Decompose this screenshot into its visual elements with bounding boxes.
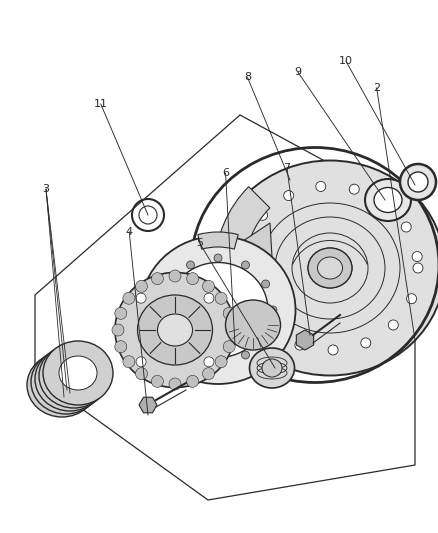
Ellipse shape: [215, 160, 438, 376]
Circle shape: [112, 324, 124, 336]
Text: 11: 11: [94, 99, 108, 109]
Ellipse shape: [27, 353, 97, 417]
Text: 2: 2: [373, 83, 380, 93]
Circle shape: [204, 357, 214, 367]
Polygon shape: [240, 223, 275, 308]
Wedge shape: [215, 187, 270, 349]
Circle shape: [406, 294, 417, 304]
Circle shape: [136, 293, 146, 303]
Circle shape: [214, 358, 222, 366]
Circle shape: [241, 238, 251, 248]
Circle shape: [166, 280, 174, 288]
Circle shape: [284, 191, 294, 200]
Circle shape: [223, 341, 235, 353]
Circle shape: [169, 270, 181, 282]
Circle shape: [152, 375, 163, 387]
Text: 6: 6: [222, 168, 229, 178]
Circle shape: [328, 345, 338, 355]
Circle shape: [204, 293, 214, 303]
Circle shape: [135, 280, 148, 292]
Circle shape: [413, 263, 423, 273]
Ellipse shape: [43, 341, 113, 405]
Ellipse shape: [374, 188, 402, 213]
Circle shape: [115, 341, 127, 353]
Circle shape: [159, 306, 167, 314]
Ellipse shape: [158, 314, 192, 346]
Circle shape: [412, 252, 422, 262]
Circle shape: [316, 181, 326, 191]
Text: 10: 10: [339, 56, 353, 66]
Ellipse shape: [115, 272, 235, 387]
Ellipse shape: [168, 262, 268, 358]
Circle shape: [215, 356, 227, 368]
Ellipse shape: [55, 359, 93, 393]
Circle shape: [202, 280, 215, 292]
Ellipse shape: [51, 362, 89, 396]
Ellipse shape: [318, 257, 343, 279]
Circle shape: [187, 375, 198, 387]
Circle shape: [408, 172, 428, 192]
Circle shape: [295, 340, 305, 350]
Circle shape: [361, 338, 371, 348]
Circle shape: [214, 254, 222, 262]
Circle shape: [241, 261, 250, 269]
Circle shape: [261, 280, 270, 288]
Ellipse shape: [308, 248, 352, 288]
Circle shape: [241, 351, 250, 359]
Circle shape: [223, 308, 235, 319]
Polygon shape: [123, 280, 168, 340]
Text: 3: 3: [42, 184, 49, 194]
Circle shape: [237, 269, 247, 279]
Circle shape: [187, 351, 194, 359]
Circle shape: [187, 273, 198, 285]
Circle shape: [136, 357, 146, 367]
Ellipse shape: [35, 347, 105, 411]
Text: 8: 8: [244, 72, 251, 82]
Text: 4: 4: [126, 227, 133, 237]
Circle shape: [123, 292, 135, 304]
Ellipse shape: [250, 348, 294, 388]
Circle shape: [401, 222, 411, 232]
Wedge shape: [198, 232, 238, 249]
Text: 9: 9: [294, 67, 301, 77]
Circle shape: [166, 332, 174, 340]
Ellipse shape: [59, 356, 97, 390]
Ellipse shape: [365, 179, 411, 221]
Circle shape: [115, 308, 127, 319]
Ellipse shape: [141, 236, 296, 384]
Circle shape: [226, 324, 238, 336]
Circle shape: [215, 292, 227, 304]
Ellipse shape: [262, 359, 282, 377]
Text: 7: 7: [283, 163, 290, 173]
Circle shape: [135, 368, 148, 379]
Circle shape: [123, 356, 135, 368]
Circle shape: [169, 378, 181, 390]
Ellipse shape: [226, 300, 280, 350]
Ellipse shape: [138, 295, 212, 365]
Circle shape: [261, 332, 270, 340]
Circle shape: [379, 198, 389, 208]
Circle shape: [152, 273, 163, 285]
Circle shape: [269, 306, 277, 314]
Ellipse shape: [39, 344, 109, 408]
Circle shape: [389, 320, 398, 330]
Ellipse shape: [31, 350, 101, 414]
Circle shape: [266, 324, 276, 334]
Text: 5: 5: [196, 238, 203, 247]
Ellipse shape: [47, 365, 85, 399]
Circle shape: [202, 368, 215, 379]
Circle shape: [258, 211, 268, 220]
Circle shape: [187, 261, 194, 269]
Circle shape: [400, 164, 436, 200]
Ellipse shape: [43, 368, 81, 402]
Circle shape: [349, 184, 359, 194]
Circle shape: [246, 299, 256, 309]
